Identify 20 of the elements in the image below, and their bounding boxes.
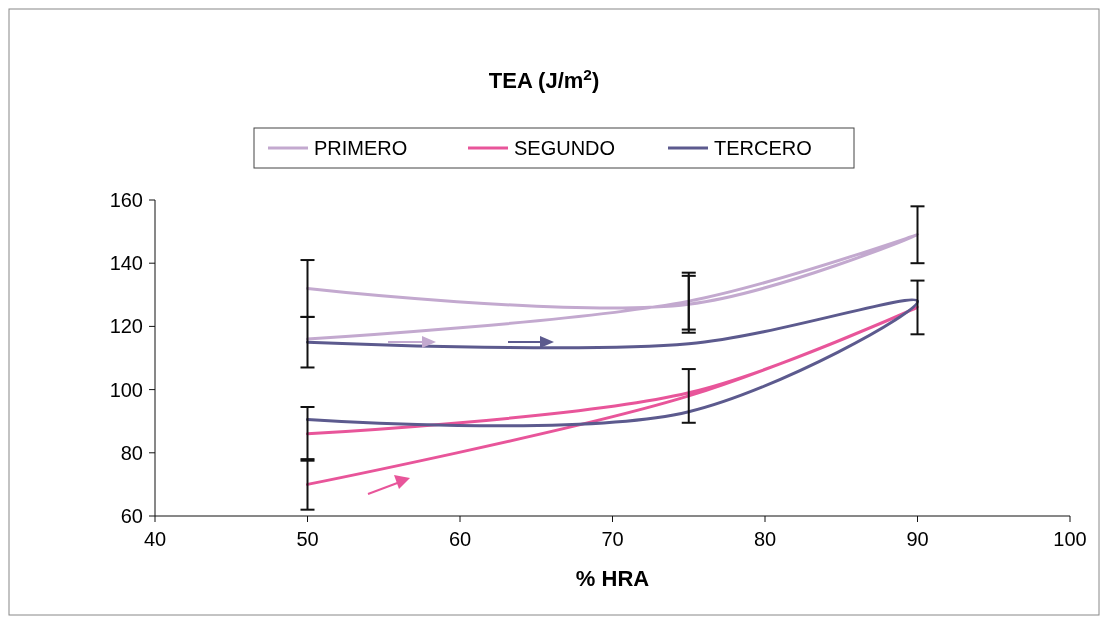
- legend-label: TERCERO: [714, 137, 812, 159]
- y-tick-label: 120: [109, 315, 143, 338]
- x-tick-label: 40: [143, 528, 167, 550]
- x-tick-label: 70: [601, 528, 624, 550]
- y-tick-label: 100: [109, 378, 143, 401]
- x-axis-title: % HRA: [575, 566, 650, 591]
- x-tick-label: 60: [448, 528, 472, 550]
- y-tick-label: 60: [120, 505, 143, 527]
- y-tick-label: 140: [109, 252, 143, 275]
- x-tick-label: 80: [753, 528, 777, 550]
- line-series: [306, 305, 919, 486]
- line-series: [306, 233, 919, 341]
- legend-label: PRIMERO: [314, 137, 408, 159]
- chart-title: TEA (J/m$^{2}$): [488, 65, 600, 93]
- y-tick-label: 80: [120, 441, 143, 464]
- legend-label: SEGUNDO: [514, 137, 616, 159]
- x-tick-label: 90: [906, 528, 929, 550]
- x-tick-label: 50: [296, 528, 319, 550]
- x-tick-label: 100: [1053, 528, 1087, 550]
- y-tick-label: 160: [109, 189, 143, 211]
